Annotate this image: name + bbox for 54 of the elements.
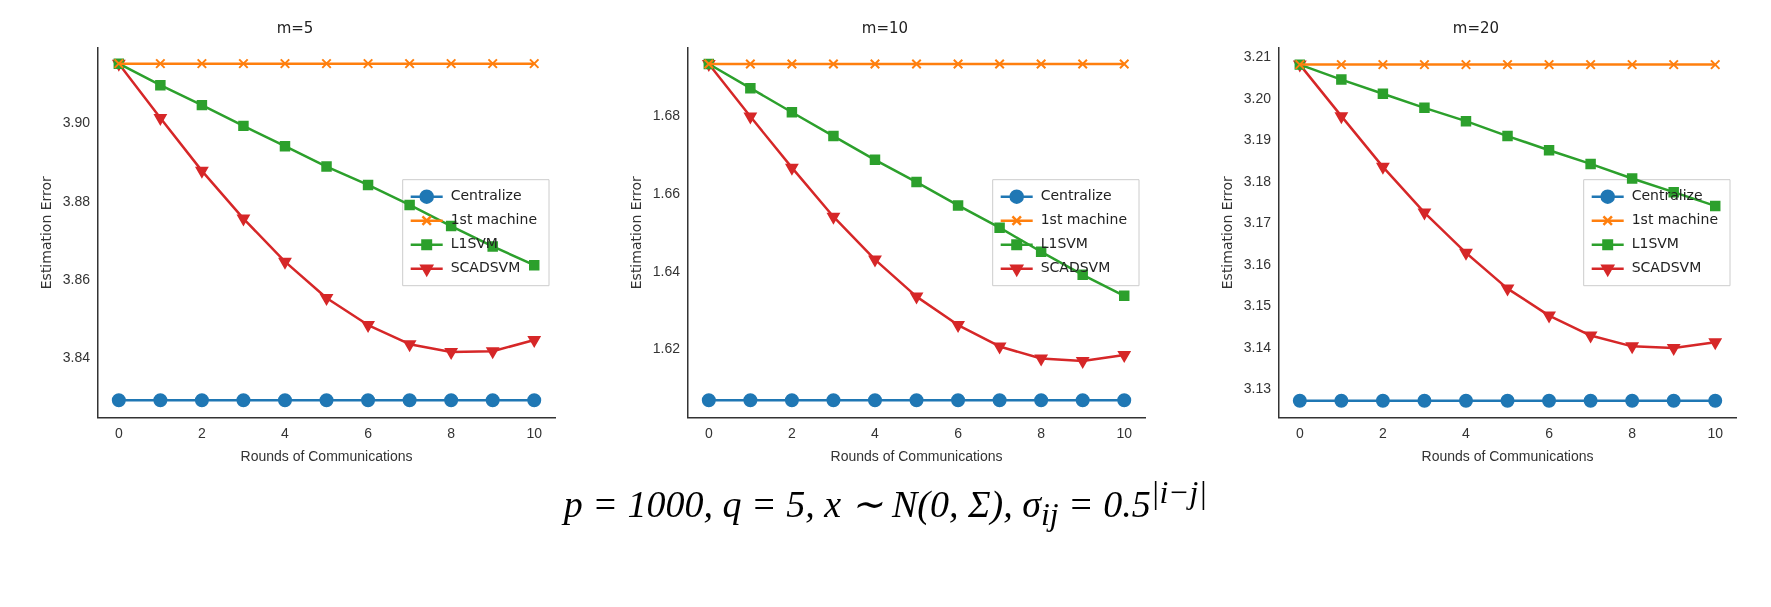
y-tick-label: 1.64	[653, 262, 681, 279]
legend-label: 1st machine	[1041, 211, 1128, 228]
x-tick-label: 4	[1461, 424, 1470, 441]
y-tick-label: 3.14	[1243, 338, 1272, 355]
y-tick-label: 3.86	[62, 270, 91, 287]
x-tick-label: 6	[1544, 424, 1553, 441]
legend-label: 1st machine	[1631, 211, 1718, 228]
y-tick-label: 3.18	[1243, 172, 1272, 189]
y-tick-label: 3.19	[1243, 131, 1272, 148]
y-tick-label: 1.68	[653, 106, 681, 123]
y-tick-label: 3.88	[62, 192, 91, 209]
x-tick-label: 10	[1707, 424, 1724, 441]
x-tick-label: 6	[364, 424, 373, 441]
chart-title: m=20	[1452, 18, 1499, 37]
x-tick-label: 2	[198, 424, 207, 441]
y-axis-title: Estimation Error	[628, 175, 645, 290]
y-tick-label: 1.62	[653, 340, 681, 357]
y-tick-label: 3.90	[62, 114, 91, 131]
y-tick-label: 3.84	[62, 349, 91, 366]
x-axis-title: Rounds of Communications	[240, 448, 413, 465]
y-axis-title: Estimation Error	[1218, 175, 1235, 290]
legend-label: SCADSVM	[1631, 259, 1702, 276]
x-tick-label: 8	[1037, 424, 1046, 441]
y-tick-label: 3.13	[1243, 380, 1272, 397]
y-tick-label: 3.16	[1243, 255, 1272, 272]
x-tick-label: 10	[1116, 424, 1133, 441]
y-tick-label: 3.15	[1243, 297, 1272, 314]
x-tick-label: 4	[871, 424, 880, 441]
y-tick-label: 3.20	[1243, 89, 1272, 106]
chart-title: m=10	[862, 18, 909, 37]
x-tick-label: 0	[705, 424, 714, 441]
x-axis-title: Rounds of Communications	[831, 448, 1003, 465]
x-tick-label: 8	[447, 424, 456, 441]
x-tick-label: 0	[115, 424, 124, 441]
x-tick-label: 10	[526, 424, 543, 441]
x-axis-title: Rounds of Communications	[1421, 448, 1594, 465]
x-tick-label: 2	[788, 424, 797, 441]
y-axis-title: Estimation Error	[38, 175, 55, 290]
legend-label: Centralize	[1041, 187, 1113, 204]
legend-label: L1SVM	[1041, 235, 1089, 252]
legend-label: Centralize	[450, 187, 522, 204]
x-tick-label: 2	[1378, 424, 1387, 441]
legend-label: 1st machine	[450, 211, 538, 228]
x-tick-label: 0	[1295, 424, 1304, 441]
y-tick-label: 3.21	[1243, 48, 1272, 64]
text: p = 1000, q = 5, x ∼ N(0, Σ), σ$_{ij}$ = 0.5$^{|i−j|}$	[560, 475, 1209, 534]
x-tick-label: 4	[281, 424, 290, 441]
legend-label: SCADSVM	[450, 259, 521, 276]
chart-title: m=5	[276, 18, 314, 37]
x-tick-label: 8	[1628, 424, 1637, 441]
x-tick-label: 6	[954, 424, 963, 441]
y-tick-label: 3.17	[1243, 214, 1272, 231]
legend-label: L1SVM	[1631, 235, 1679, 252]
y-tick-label: 1.66	[653, 184, 681, 201]
